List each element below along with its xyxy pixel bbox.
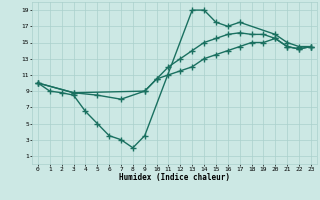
X-axis label: Humidex (Indice chaleur): Humidex (Indice chaleur) [119,173,230,182]
